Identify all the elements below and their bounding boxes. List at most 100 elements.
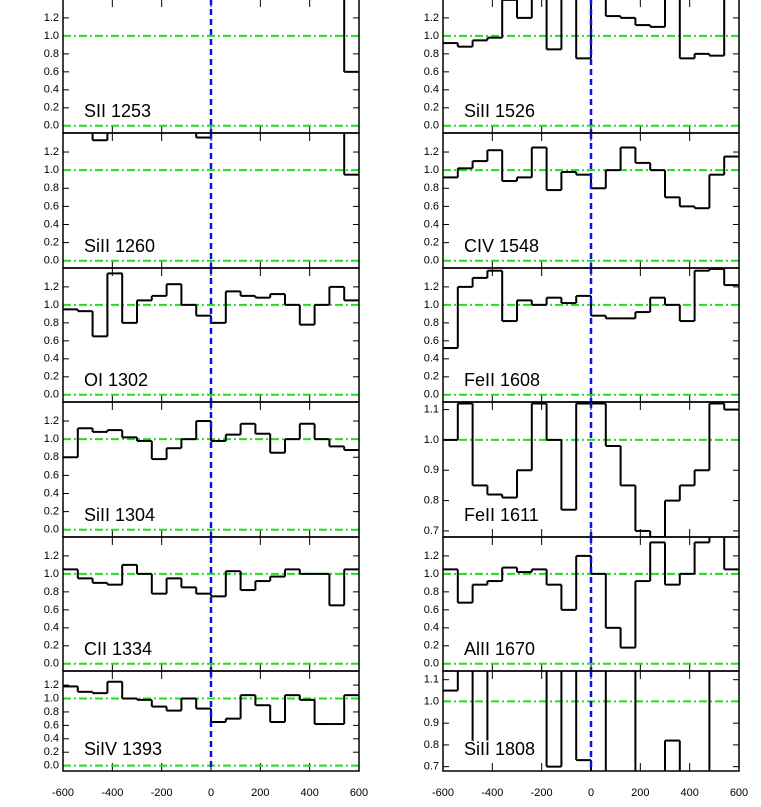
- y-tick-label: 0.2: [424, 371, 439, 383]
- y-tick-label: 0.4: [424, 84, 439, 96]
- y-tick-label: 1.0: [424, 30, 439, 42]
- panel: 0.0 0.2 0.4 0.6 0.8 1.0 1.2 FeII 1608: [424, 267, 740, 403]
- y-tick-label: 1.0: [424, 434, 439, 446]
- panel: 0.0 0.2 0.4 0.6 0.8 1.0 1.2 CIV 1548: [424, 132, 740, 269]
- y-tick-label: 0.6: [44, 66, 59, 78]
- y-tick-label: 1.0: [44, 692, 59, 704]
- y-tick-label: 0.4: [44, 487, 59, 499]
- panel-label: SiII 1304: [84, 505, 155, 525]
- y-tick-label: 0.8: [44, 586, 59, 598]
- x-tick-label: -600: [432, 787, 454, 799]
- x-tick-label: -600: [52, 787, 74, 799]
- x-tick-label: 600: [730, 787, 748, 799]
- panel: 0.7 0.8 0.9 1.0 1.1 FeII 1611: [424, 401, 740, 538]
- y-tick-label: 0.2: [44, 746, 59, 758]
- y-tick-label: 1.2: [44, 146, 59, 158]
- panel-label: OI 1302: [84, 370, 148, 390]
- plot-area: [443, 671, 739, 771]
- panel: 0.0 0.2 0.4 0.6 0.8 1.0 1.2 SiII 1260: [44, 132, 360, 269]
- y-tick-label: 0.4: [424, 622, 439, 634]
- y-tick-label: 1.1: [424, 403, 439, 415]
- y-tick-label: 0.2: [44, 371, 59, 383]
- y-tick-label: 0.2: [424, 640, 439, 652]
- panel: 0.0 0.20.4 0.60.8 1.01.2 -600 -400 -200 0 200 400…: [44, 670, 368, 799]
- y-tick-label: 0.9: [424, 717, 439, 729]
- panel-label: SII 1253: [84, 101, 151, 121]
- y-tick-label: 0.4: [44, 353, 59, 365]
- x-tick-label: 0: [588, 787, 594, 799]
- y-tick-label: 1.2: [44, 550, 59, 562]
- x-tick-label: 400: [680, 787, 698, 799]
- y-tick-label: 0.0: [44, 120, 59, 132]
- plot-area: [63, 671, 359, 771]
- x-tick-label: 400: [300, 787, 318, 799]
- y-tick-label: 0.8: [44, 451, 59, 463]
- y-tick-label: 0.4: [44, 622, 59, 634]
- y-tick-label: 1.1: [424, 674, 439, 686]
- y-tick-label: 1.2: [44, 415, 59, 427]
- panel-label: FeII 1608: [464, 370, 540, 390]
- panel: 0.0 0.2 0.4 0.6 0.8 1.0 1.2 SiII 1526: [424, 0, 740, 134]
- y-tick-label: 0.8: [44, 706, 59, 718]
- y-tick-label: 0.8: [424, 495, 439, 507]
- y-tick-label: 0.0: [424, 658, 439, 670]
- y-tick-label: 1.0: [44, 299, 59, 311]
- y-tick-label: 0.0: [424, 389, 439, 401]
- y-tick-label: 1.2: [424, 146, 439, 158]
- y-tick-label: 1.0: [424, 568, 439, 580]
- y-tick-label: 0.4: [44, 84, 59, 96]
- y-tick-label: 1.0: [424, 164, 439, 176]
- y-tick-label: 1.2: [44, 12, 59, 24]
- y-tick-label: 0.0: [424, 120, 439, 132]
- panel-label: AlII 1670: [464, 639, 535, 659]
- y-tick-label: 0.8: [424, 182, 439, 194]
- plot-area: [63, 537, 359, 671]
- y-tick-label: 0.6: [424, 335, 439, 347]
- panel-frame: [442, 670, 740, 772]
- y-tick-label: 0.8: [44, 182, 59, 194]
- y-tick-label: 0.2: [44, 237, 59, 249]
- y-tick-label: 0.0: [44, 658, 59, 670]
- y-tick-label: 0.6: [44, 335, 59, 347]
- plot-area: [63, 268, 359, 402]
- y-tick-label: 0.2: [44, 102, 59, 114]
- y-tick-label: 1.0: [44, 164, 59, 176]
- y-tick-label: 1.0: [44, 433, 59, 445]
- panel-frame: [62, 670, 360, 772]
- panel: 0.0 0.2 0.4 0.6 0.8 1.0 1.2 SiII 1304: [44, 401, 360, 538]
- y-tick-label: 0.2: [44, 640, 59, 652]
- y-tick-label: 0.8: [44, 317, 59, 329]
- panel-label: SiII 1526: [464, 101, 535, 121]
- y-tick-label: 0.0: [44, 255, 59, 267]
- y-tick-label: 0.4: [44, 733, 59, 745]
- x-tick-label: 200: [631, 787, 649, 799]
- y-tick-label: 1.2: [44, 281, 59, 293]
- plot-area: [63, 0, 359, 133]
- panel: 0.7 0.8 0.9 1.0 1.1 -600 -400 -200 0 200 400 600 SiI…: [424, 670, 748, 799]
- y-tick-label: 0.6: [424, 200, 439, 212]
- y-tick-label: 0.6: [44, 604, 59, 616]
- y-tick-label: 1.0: [44, 568, 59, 580]
- y-tick-label: 0.2: [424, 102, 439, 114]
- y-tick-label: 1.0: [424, 695, 439, 707]
- plot-area: [443, 402, 739, 537]
- plot-area: [443, 537, 739, 671]
- y-tick-label: 0.8: [424, 48, 439, 60]
- panel: 0.0 0.2 0.4 0.6 0.8 1.0 1.2 CII 1334: [44, 536, 360, 672]
- y-tick-label: 0.8: [424, 317, 439, 329]
- y-tick-label: 0.9: [424, 464, 439, 476]
- panel-label: CII 1334: [84, 639, 152, 659]
- y-tick-label: 1.0: [424, 299, 439, 311]
- y-tick-label: 1.2: [424, 281, 439, 293]
- x-tick-label: 200: [251, 787, 269, 799]
- x-tick-label: 600: [350, 787, 368, 799]
- y-tick-label: 0.4: [424, 353, 439, 365]
- y-tick-label: 0.4: [424, 218, 439, 230]
- plot-area: [63, 133, 359, 268]
- x-tick-label: 0: [208, 787, 214, 799]
- y-tick-label: 0.8: [44, 48, 59, 60]
- y-tick-label: 0.6: [44, 469, 59, 481]
- y-tick-label: 0.2: [424, 237, 439, 249]
- y-tick-label: 0.6: [424, 604, 439, 616]
